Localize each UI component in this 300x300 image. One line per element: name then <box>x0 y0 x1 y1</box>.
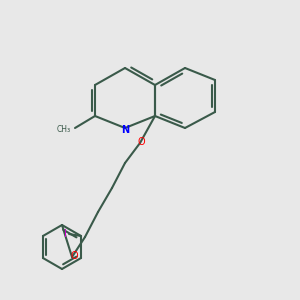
Text: O: O <box>137 137 145 147</box>
Text: CH₃: CH₃ <box>57 124 71 134</box>
Text: N: N <box>121 125 129 135</box>
Text: O: O <box>70 251 78 261</box>
Text: I: I <box>64 229 67 239</box>
